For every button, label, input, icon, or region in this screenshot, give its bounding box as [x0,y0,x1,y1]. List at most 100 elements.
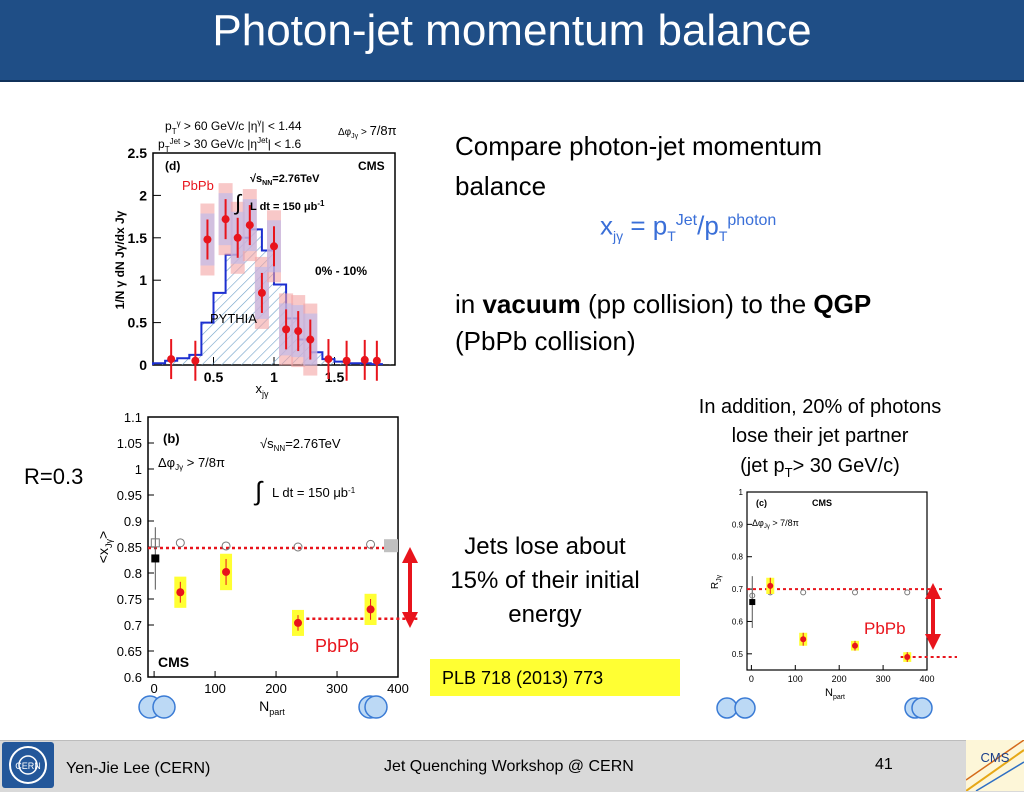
data-point [904,589,911,596]
plot-c-xlabel: Npart [825,687,845,701]
x-tick-label: 400 [919,674,934,684]
data-point [221,541,231,551]
y-tick-label: 0.75 [117,592,142,607]
y-tick-label: 0.7 [732,585,744,594]
pythia-hist-fill [153,229,395,365]
cms-label-d: CMS [358,159,385,173]
pythia-label: PYTHIA [210,311,257,326]
in-word: in [455,289,483,319]
data-point [222,567,231,576]
x-tick-label: 1.5 [325,369,345,385]
y-tick-label: 2.5 [128,145,148,161]
r-label: R=0.3 [24,464,84,489]
y-tick-label: 0.6 [732,617,744,626]
x-tick-label: 300 [876,674,891,684]
addition-line2: lose their jet partner [731,425,909,447]
cut-line1: pTγ > 60 GeV/c |ηγ| < 1.44 [165,118,302,136]
y-tick-label: 1 [139,272,147,288]
formula-eq: = p [623,210,668,241]
jets-line1: Jets lose about [464,533,626,560]
formula-t2: T [718,227,728,244]
plot-d-xlabel: xjγ [256,381,269,399]
y-tick-label: 1.1 [124,410,142,425]
pbpb-label-b: PbPb [315,636,359,656]
x-tick-label: 200 [265,681,287,696]
data-point [167,355,176,364]
data-point [852,589,858,596]
y-tick-label: 0.65 [117,644,142,659]
data-point [176,588,185,597]
nucleus-icon [734,697,756,719]
y-tick-label: 0.8 [732,553,744,562]
formula-t1: T [667,227,676,244]
compare-line2: balance [455,171,547,201]
y-tick-label: 2 [139,187,147,203]
x-tick-label: 300 [326,681,348,696]
data-point [270,242,278,251]
data-point [852,642,858,649]
cms-label-c: CMS [812,498,832,508]
jets-line2: 15% of their initial [450,567,640,594]
y-tick-label: 0.5 [128,315,148,331]
vacuum-word: vacuum [482,289,581,319]
y-tick-label: 0.9 [732,520,744,529]
cms-logo: CMS [965,739,1024,792]
panel-d-label: (d) [165,159,180,173]
y-tick-label: 0.8 [124,566,142,581]
page-number: 41 [875,756,893,773]
data-point [221,215,230,224]
data-point [324,355,333,364]
y-tick-label: 0.5 [732,650,744,659]
footer-author: Yen-Jie Lee (CERN) [66,760,211,777]
data-point [191,356,200,365]
plb-reference: PLB 718 (2013) 773 [442,668,604,688]
formula: xjγ = pTJet/pTphoton [600,205,776,252]
footer-bar [0,740,1024,792]
data-point [245,221,254,230]
y-tick-label: 1.05 [117,436,142,451]
addition-line3: (jet pT> 30 GeV/c) [650,454,990,485]
nucleus-icon [152,695,176,719]
data-point [767,582,774,589]
compare-line1: Compare photon-jet momentum [455,131,823,161]
data-point [151,554,160,563]
plot-b-points [150,527,398,636]
dphi-cut-b: ΔφJγ > 7/8π [158,455,225,472]
nucleus-icons-c [716,697,933,719]
y-tick-label: 0 [139,357,147,373]
svg-text:CMS: CMS [981,750,1010,765]
y-tick-label: 0.6 [124,670,142,685]
pythia-hist [152,228,383,366]
nucleus-icons-b [138,695,388,719]
x-tick-label: 100 [204,681,226,696]
addition-line3a: (jet p [740,455,785,477]
dphi-cut-c: ΔφJγ > 7/8π [752,518,799,530]
data-point [800,636,807,643]
data-point [366,605,375,614]
plot-d-yticks: 0 0.5 1 1.5 2 2.5 [128,145,161,373]
plb-box [430,659,680,696]
data-point [294,327,303,336]
y-tick-label: 1 [135,462,142,477]
plot-b-xlabel: Npart [259,698,285,717]
sqrt-s-d: √sNN=2.76TeV [250,173,320,187]
plot-c-reference-lines [747,588,957,659]
jets-text: Jets lose about 15% of their initial ene… [430,530,660,632]
x-tick-label: 1 [270,369,278,385]
x-tick-label: 0 [749,674,754,684]
integral-d: ∫ [233,190,243,215]
data-point [366,539,376,549]
data-point [233,233,242,242]
plot-b-yticks: 0.6 0.65 0.7 0.75 0.8 0.85 0.9 0.95 1 1.05 1.1 [117,410,154,685]
plot-b: 0.6 0.65 0.7 0.75 0.8 0.85 0.9 0.95 1 1.05 1.1 0 10… [90,405,425,725]
y-tick-label: 0.7 [124,618,142,633]
data-point [257,288,266,297]
plot-c-frame [746,491,928,671]
vacuum-line: in vacuum (pp collision) to the QGP [455,288,871,320]
x-tick-label: 0 [150,681,157,696]
data-point [306,335,315,344]
formula-slash: /p [697,210,719,241]
x-tick-label: 200 [832,674,847,684]
nucleus-icon [911,697,933,719]
dphi-cut: ΔφJγ > 7/8π [338,123,397,140]
